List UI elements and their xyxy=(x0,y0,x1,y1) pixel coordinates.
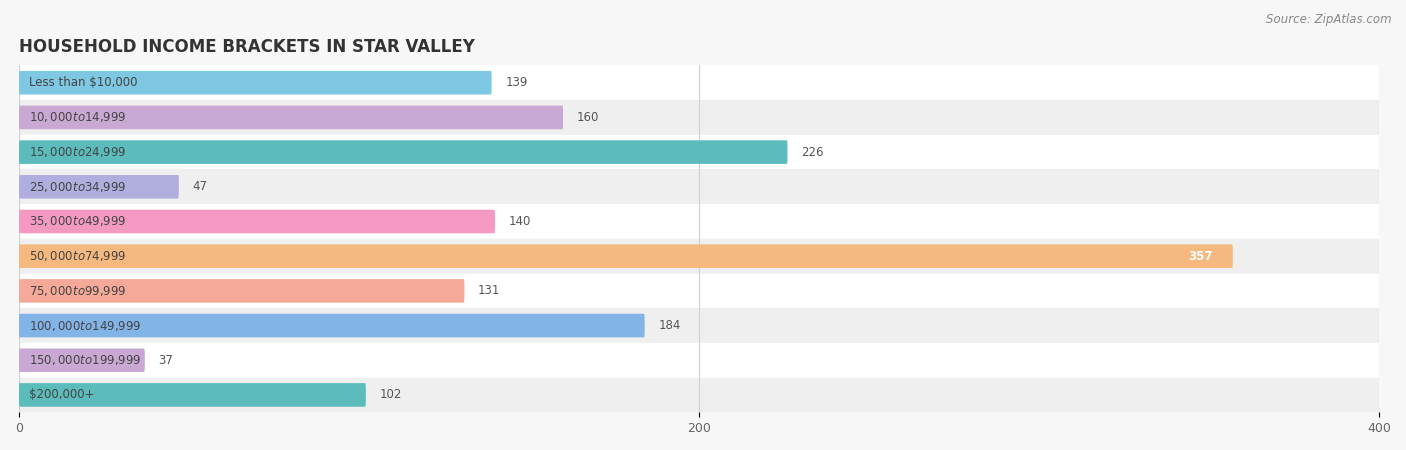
Text: $100,000 to $149,999: $100,000 to $149,999 xyxy=(30,319,142,333)
Text: $10,000 to $14,999: $10,000 to $14,999 xyxy=(30,110,127,124)
Text: 226: 226 xyxy=(801,146,824,158)
Bar xyxy=(20,100,1379,135)
Text: HOUSEHOLD INCOME BRACKETS IN STAR VALLEY: HOUSEHOLD INCOME BRACKETS IN STAR VALLEY xyxy=(20,37,475,55)
Bar xyxy=(20,204,1379,239)
Text: Source: ZipAtlas.com: Source: ZipAtlas.com xyxy=(1267,14,1392,27)
Text: 184: 184 xyxy=(658,319,681,332)
Text: $150,000 to $199,999: $150,000 to $199,999 xyxy=(30,353,142,367)
FancyBboxPatch shape xyxy=(20,348,145,372)
Text: $25,000 to $34,999: $25,000 to $34,999 xyxy=(30,180,127,194)
FancyBboxPatch shape xyxy=(20,210,495,233)
Text: 37: 37 xyxy=(159,354,173,367)
FancyBboxPatch shape xyxy=(20,175,179,198)
Text: 102: 102 xyxy=(380,388,402,401)
Bar xyxy=(20,343,1379,378)
Text: $50,000 to $74,999: $50,000 to $74,999 xyxy=(30,249,127,263)
FancyBboxPatch shape xyxy=(20,383,366,407)
Text: 139: 139 xyxy=(505,76,527,89)
Bar xyxy=(20,239,1379,274)
FancyBboxPatch shape xyxy=(20,314,644,338)
Text: $75,000 to $99,999: $75,000 to $99,999 xyxy=(30,284,127,298)
FancyBboxPatch shape xyxy=(20,71,492,94)
Bar xyxy=(20,378,1379,412)
Text: 160: 160 xyxy=(576,111,599,124)
Text: $200,000+: $200,000+ xyxy=(30,388,94,401)
Bar xyxy=(20,170,1379,204)
Bar xyxy=(20,135,1379,170)
Bar xyxy=(20,274,1379,308)
FancyBboxPatch shape xyxy=(20,140,787,164)
Text: Less than $10,000: Less than $10,000 xyxy=(30,76,138,89)
FancyBboxPatch shape xyxy=(20,279,464,303)
Bar xyxy=(20,65,1379,100)
Text: $15,000 to $24,999: $15,000 to $24,999 xyxy=(30,145,127,159)
Text: 357: 357 xyxy=(1188,250,1212,263)
Text: 140: 140 xyxy=(509,215,531,228)
Text: 47: 47 xyxy=(193,180,208,194)
Text: 131: 131 xyxy=(478,284,501,297)
Text: $35,000 to $49,999: $35,000 to $49,999 xyxy=(30,215,127,229)
FancyBboxPatch shape xyxy=(20,106,562,129)
Bar xyxy=(20,308,1379,343)
FancyBboxPatch shape xyxy=(20,244,1233,268)
